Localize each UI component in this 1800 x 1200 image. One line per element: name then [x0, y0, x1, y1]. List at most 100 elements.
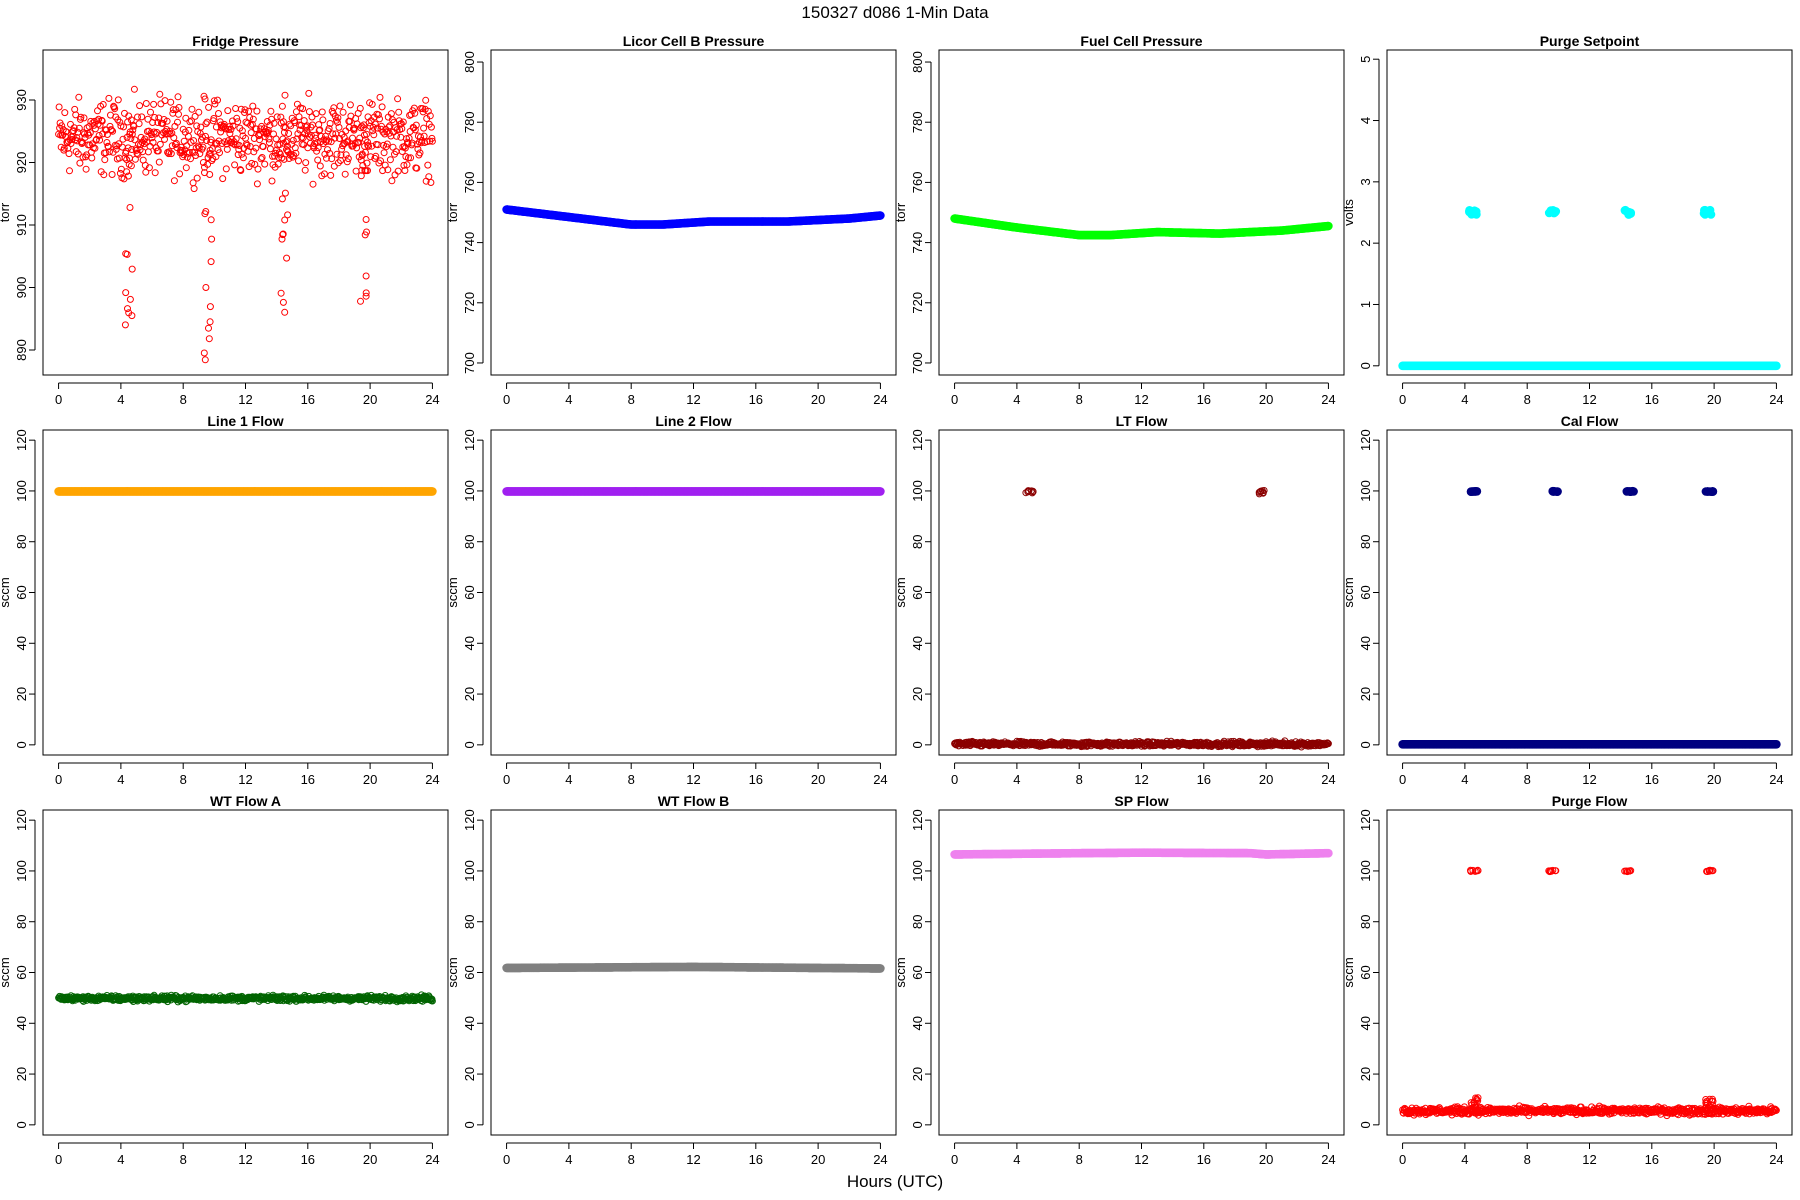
x-tick-label: 12 — [1134, 772, 1148, 787]
data-point — [121, 321, 129, 329]
y-tick-label: 120 — [462, 429, 477, 451]
x-tick-label: 0 — [55, 772, 62, 787]
plot-frame — [1386, 429, 1793, 756]
x-tick-label: 4 — [117, 392, 124, 407]
data-point — [1621, 205, 1630, 215]
y-tick-label: 920 — [14, 152, 29, 174]
data-point — [374, 111, 382, 119]
y-tick-label: 100 — [910, 480, 925, 502]
data-point — [247, 121, 255, 129]
data-point — [413, 164, 421, 172]
data-point — [280, 128, 288, 136]
data-point — [330, 104, 338, 112]
data-point — [300, 117, 308, 125]
data-point — [65, 150, 73, 158]
data-point — [427, 179, 435, 186]
data-point — [79, 153, 87, 161]
data-point — [284, 211, 292, 219]
data-point — [316, 126, 324, 134]
data-point — [76, 159, 84, 167]
data-point — [281, 91, 289, 99]
data-point — [239, 154, 247, 162]
data-point — [428, 487, 437, 496]
data-point — [71, 105, 79, 113]
data-point — [281, 308, 289, 316]
data-point — [174, 93, 182, 101]
data-point — [77, 113, 85, 121]
plot-frame — [1386, 49, 1793, 376]
data-point — [248, 159, 256, 167]
data-point — [126, 154, 133, 162]
data-point — [876, 487, 885, 496]
data-point — [380, 149, 388, 157]
data-point — [100, 171, 108, 179]
y-tick-label: 40 — [1358, 636, 1373, 650]
data-point — [394, 95, 402, 103]
data-points — [55, 85, 436, 364]
data-point — [187, 155, 194, 163]
data-point — [413, 140, 421, 148]
data-point — [1324, 221, 1333, 231]
data-point — [320, 136, 328, 144]
x-tick-label: 8 — [1524, 772, 1531, 787]
data-point — [201, 356, 209, 364]
data-point — [344, 155, 352, 163]
data-point — [73, 134, 81, 141]
data-point — [206, 146, 214, 154]
data-point — [142, 100, 150, 107]
data-point — [99, 101, 107, 108]
data-point — [373, 124, 381, 132]
data-point — [161, 97, 169, 105]
data-point — [330, 162, 338, 170]
data-point — [267, 107, 275, 115]
x-tick-label: 4 — [1013, 392, 1020, 407]
panel-title: Fridge Pressure — [192, 33, 299, 49]
data-point — [278, 195, 286, 203]
data-point — [257, 155, 265, 163]
data-points — [54, 487, 437, 496]
data-point — [249, 102, 257, 110]
data-point — [58, 122, 66, 130]
y-tick-label: 120 — [1358, 429, 1373, 451]
data-point — [126, 295, 134, 303]
data-point — [305, 108, 313, 116]
y-tick-label: 700 — [910, 352, 925, 374]
y-tick-label: 100 — [1358, 480, 1373, 502]
data-point — [388, 177, 396, 185]
x-tick-label: 8 — [1524, 392, 1531, 407]
data-point — [96, 136, 104, 144]
data-point — [312, 110, 320, 118]
data-point — [215, 110, 222, 117]
data-point — [205, 324, 212, 332]
data-point — [323, 136, 331, 144]
data-point — [149, 138, 157, 146]
data-point — [363, 130, 370, 138]
data-point — [223, 140, 231, 148]
data-point — [346, 101, 354, 109]
x-tick-label: 16 — [749, 392, 763, 407]
data-point — [335, 123, 343, 131]
data-point — [377, 157, 384, 165]
data-point — [212, 123, 220, 131]
data-point — [352, 167, 360, 175]
data-point — [326, 120, 334, 127]
x-tick-label: 4 — [1461, 392, 1468, 407]
data-point — [324, 146, 331, 154]
data-point — [397, 133, 405, 141]
y-tick-label: 100 — [14, 860, 29, 882]
y-tick-label: 780 — [910, 111, 925, 133]
data-points — [950, 214, 1333, 240]
y-tick-label: 20 — [14, 687, 29, 701]
y-tick-label: 20 — [462, 687, 477, 701]
data-point — [333, 118, 341, 126]
data-point — [203, 118, 211, 126]
panel-title: Licor Cell B Pressure — [623, 33, 765, 49]
data-point — [1625, 487, 1635, 496]
y-tick-label: 930 — [14, 89, 29, 111]
figure-title: 150327 d086 1-Min Data — [801, 3, 989, 22]
y-tick-label: 120 — [910, 429, 925, 451]
data-point — [103, 131, 111, 138]
data-point — [201, 169, 208, 177]
